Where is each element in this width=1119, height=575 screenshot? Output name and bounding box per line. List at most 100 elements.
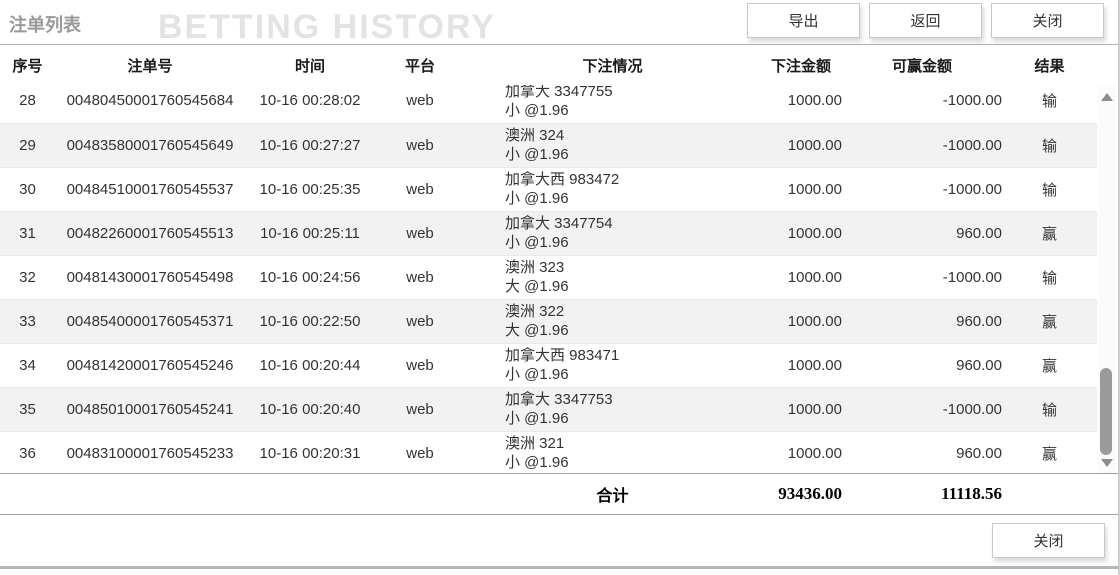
back-button[interactable]: 返回 (869, 3, 982, 38)
cell-platform: web (406, 268, 434, 286)
column-header-result: 结果 (1034, 57, 1065, 75)
close-button-top[interactable]: 关闭 (991, 3, 1104, 38)
cell-platform: web (406, 356, 434, 374)
detail-line-1: 澳洲 324 (505, 127, 565, 144)
detail-line-1: 加拿大 3347754 (505, 215, 613, 232)
table-row: 31 00482260001760545513 10-16 00:25:11 w… (0, 211, 1097, 255)
cell-result: 赢 (1041, 225, 1057, 243)
vertical-scrollbar[interactable] (1098, 85, 1115, 473)
totals-label: 合计 (596, 488, 629, 505)
cell-amount: 1000.00 (787, 444, 842, 462)
cell-seq: 33 (19, 312, 36, 330)
table-scroll-viewport: 28 00480450001760545684 10-16 00:28:02 w… (0, 85, 1118, 473)
bottom-border (0, 566, 1118, 575)
detail-line-2: 小 @1.96 (505, 190, 569, 207)
detail-line-2: 大 @1.96 (505, 322, 569, 339)
scroll-up-icon[interactable] (1101, 93, 1113, 101)
cell-detail: 加拿大 3347753 小 @1.96 (465, 387, 760, 431)
cell-detail: 澳洲 323 大 @1.96 (465, 255, 760, 299)
cell-result: 赢 (1041, 357, 1057, 375)
cell-seq: 35 (19, 400, 36, 418)
cell-bet-no: 00482260001760545513 (66, 224, 234, 242)
cell-result: 输 (1041, 401, 1057, 419)
cell-time: 10-16 00:22:50 (259, 312, 361, 330)
cell-seq: 28 (19, 92, 36, 110)
cell-win: 960.00 (956, 312, 1002, 330)
cell-seq: 34 (19, 356, 36, 374)
column-header-amount: 下注金额 (770, 57, 831, 75)
cell-bet-no: 00485010001760545241 (66, 400, 234, 418)
column-header-row: 序号 注单号 时间 平台 下注情况 下注金额 可赢金额 结果 (0, 45, 1097, 85)
cell-detail: 加拿大西 983472 小 @1.96 (465, 167, 760, 211)
table-row: 33 00485400001760545371 10-16 00:22:50 w… (0, 299, 1097, 343)
cell-detail: 加拿大 3347755 小 @1.96 (465, 85, 760, 123)
cell-time: 10-16 00:20:40 (259, 400, 361, 418)
detail-line-2: 小 @1.96 (505, 454, 569, 472)
cell-bet-no: 00485400001760545371 (66, 312, 234, 330)
cell-platform: web (406, 444, 434, 462)
detail-line-2: 小 @1.96 (505, 410, 569, 427)
table-row: 28 00480450001760545684 10-16 00:28:02 w… (0, 85, 1097, 123)
cell-win: 960.00 (956, 356, 1002, 374)
table-row: 32 00481430001760545498 10-16 00:24:56 w… (0, 255, 1097, 299)
cell-detail: 澳洲 321 小 @1.96 (465, 431, 760, 473)
cell-result: 赢 (1041, 313, 1057, 331)
cell-win: 960.00 (956, 224, 1002, 242)
cell-platform: web (406, 92, 434, 110)
cell-time: 10-16 00:25:11 (260, 224, 360, 242)
detail-line-2: 大 @1.96 (505, 278, 569, 295)
detail-line-2: 小 @1.96 (505, 366, 569, 383)
cell-amount: 1000.00 (787, 400, 842, 418)
export-button[interactable]: 导出 (747, 3, 860, 38)
cell-win: -1000.00 (942, 136, 1002, 154)
cell-seq: 30 (19, 180, 36, 198)
cell-win: -1000.00 (942, 92, 1002, 110)
cell-platform: web (406, 136, 434, 154)
scroll-down-icon[interactable] (1101, 459, 1113, 467)
cell-detail: 加拿大 3347754 小 @1.96 (465, 211, 760, 255)
cell-amount: 1000.00 (787, 312, 842, 330)
table-body: 28 00480450001760545684 10-16 00:28:02 w… (0, 85, 1097, 473)
detail-line-1: 澳洲 323 (505, 259, 565, 276)
page-title: 注单列表 (9, 15, 81, 35)
totals-amount: 93436.00 (778, 484, 842, 503)
cell-seq: 29 (19, 136, 36, 154)
bet-table: 28 00480450001760545684 10-16 00:28:02 w… (0, 85, 1097, 473)
column-header-seq: 序号 (12, 57, 43, 75)
cell-result: 输 (1041, 181, 1057, 199)
cell-seq: 31 (19, 224, 36, 242)
cell-detail: 澳洲 324 小 @1.96 (465, 123, 760, 167)
title-bar: 注单列表 BETTING HISTORY 导出 返回 关闭 (0, 0, 1118, 46)
detail-line-1: 澳洲 321 (505, 435, 565, 453)
cell-detail: 澳洲 322 大 @1.96 (465, 299, 760, 343)
cell-bet-no: 00484510001760545537 (66, 180, 234, 198)
cell-platform: web (406, 400, 434, 418)
cell-time: 10-16 00:20:44 (259, 356, 361, 374)
cell-win: 960.00 (956, 444, 1002, 462)
cell-platform: web (406, 224, 434, 242)
cell-win: -1000.00 (942, 400, 1002, 418)
scrollbar-thumb[interactable] (1100, 368, 1112, 455)
detail-line-1: 加拿大西 983472 (505, 171, 620, 188)
cell-time: 10-16 00:20:31 (259, 444, 361, 462)
detail-line-1: 加拿大 3347755 (505, 85, 613, 100)
cell-amount: 1000.00 (787, 180, 842, 198)
close-button-bottom[interactable]: 关闭 (992, 523, 1105, 558)
cell-bet-no: 00480450001760545684 (66, 92, 234, 110)
cell-result: 输 (1041, 269, 1057, 287)
cell-time: 10-16 00:25:35 (259, 180, 361, 198)
cell-bet-no: 00483580001760545649 (66, 136, 234, 154)
cell-amount: 1000.00 (787, 268, 842, 286)
column-header-time: 时间 (294, 57, 325, 75)
watermark-text: BETTING HISTORY (158, 8, 496, 46)
column-header-detail: 下注情况 (582, 57, 643, 75)
table-row: 29 00483580001760545649 10-16 00:27:27 w… (0, 123, 1097, 167)
column-header-win: 可赢金额 (891, 57, 952, 75)
cell-win: -1000.00 (942, 268, 1002, 286)
cell-bet-no: 00483100001760545233 (66, 444, 234, 462)
column-header-bet-no: 注单号 (127, 57, 173, 75)
detail-line-2: 小 @1.96 (505, 146, 569, 163)
cell-result: 赢 (1041, 445, 1057, 463)
detail-line-1: 澳洲 322 (505, 303, 565, 320)
